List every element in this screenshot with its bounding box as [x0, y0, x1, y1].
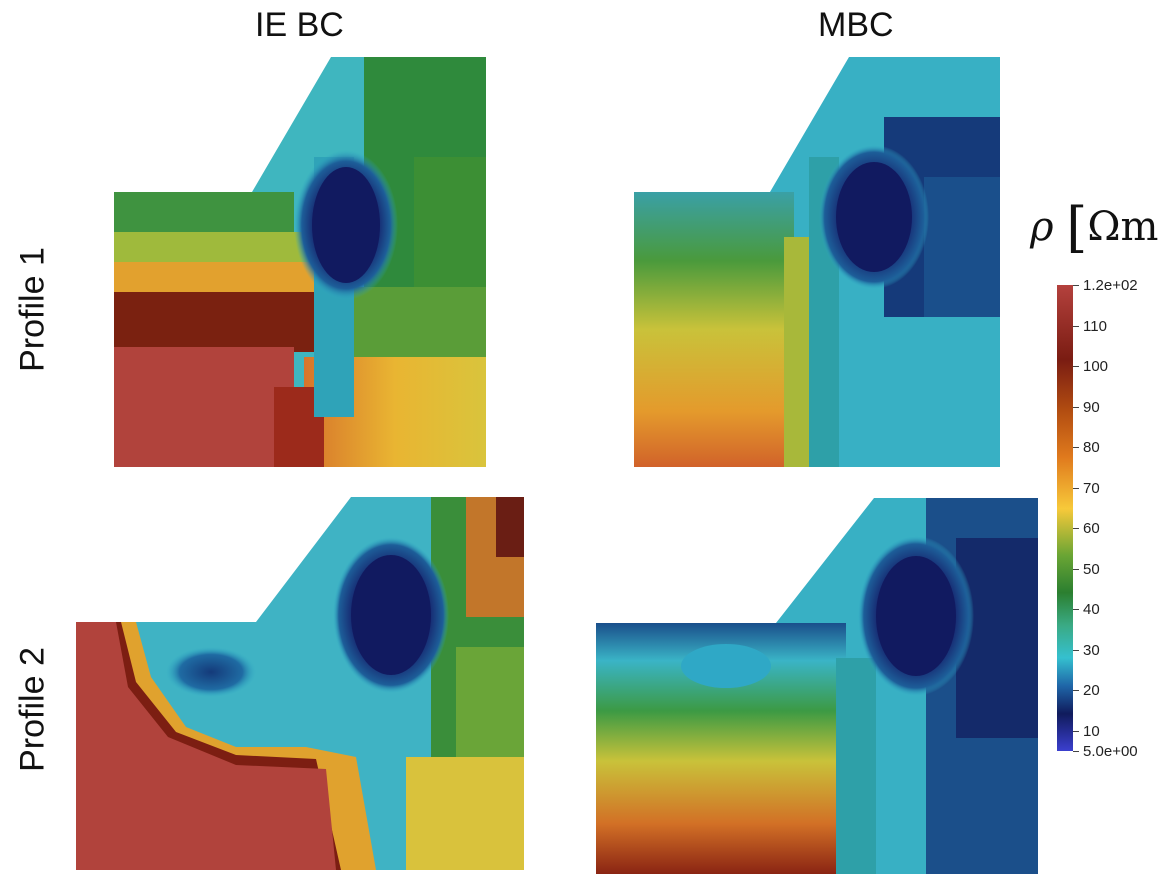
- colorbar-tick: [1073, 326, 1079, 327]
- colorbar-tick: [1073, 731, 1079, 732]
- panel-profile1-mbc: [634, 57, 1000, 467]
- panel-profile2-iebc: [76, 497, 524, 870]
- colorbar-tick: [1073, 569, 1079, 570]
- colorbar-tick: [1073, 488, 1079, 489]
- colorbar-tick-label: 90: [1083, 399, 1100, 416]
- colorbar: [1057, 285, 1073, 751]
- colorbar-tick: [1073, 285, 1079, 286]
- colorbar-tick-label: 50: [1083, 561, 1100, 578]
- colorbar-tick: [1073, 690, 1079, 691]
- panel-profile1-iebc: [114, 57, 486, 467]
- colorbar-symbol: ρ: [1030, 204, 1054, 250]
- colorbar-tick-label: 100: [1083, 358, 1109, 375]
- column-title-ie-bc: IE BC: [255, 6, 344, 44]
- colorbar-title: ρ [Ωm]: [1030, 196, 1160, 259]
- colorbar-tick-label: 5.0e+00: [1083, 743, 1138, 760]
- colorbar-tick-label: 40: [1083, 601, 1100, 618]
- colorbar-tick: [1073, 447, 1079, 448]
- colorbar-tick: [1073, 650, 1079, 651]
- colorbar-tick: [1073, 407, 1079, 408]
- row-title-profile-1: Profile 1: [13, 247, 52, 372]
- colorbar-tick-label: 110: [1083, 318, 1107, 335]
- row-title-profile-2: Profile 2: [13, 647, 52, 772]
- colorbar-tick: [1073, 528, 1079, 529]
- bracket-close-icon: ]: [1158, 196, 1160, 259]
- colorbar-tick-label: 30: [1083, 642, 1100, 659]
- colorbar-tick: [1073, 751, 1079, 752]
- colorbar-tick-label: 1.2e+02: [1083, 277, 1138, 294]
- colorbar-tick-label: 70: [1083, 480, 1100, 497]
- colorbar-tick-label: 60: [1083, 520, 1100, 537]
- colorbar-tick-label: 20: [1083, 682, 1100, 699]
- column-title-mbc: MBC: [818, 6, 894, 44]
- colorbar-tick-label: 10: [1083, 723, 1100, 740]
- colorbar-tick: [1073, 366, 1079, 367]
- colorbar-unit: Ωm: [1087, 204, 1159, 250]
- colorbar-tick-label: 80: [1083, 439, 1100, 456]
- bracket-open-icon: [: [1066, 196, 1088, 259]
- colorbar-tick: [1073, 609, 1079, 610]
- panel-profile2-mbc: [596, 498, 1038, 874]
